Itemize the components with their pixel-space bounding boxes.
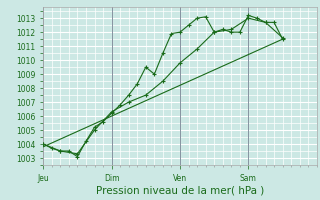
X-axis label: Pression niveau de la mer( hPa ): Pression niveau de la mer( hPa )	[96, 186, 264, 196]
